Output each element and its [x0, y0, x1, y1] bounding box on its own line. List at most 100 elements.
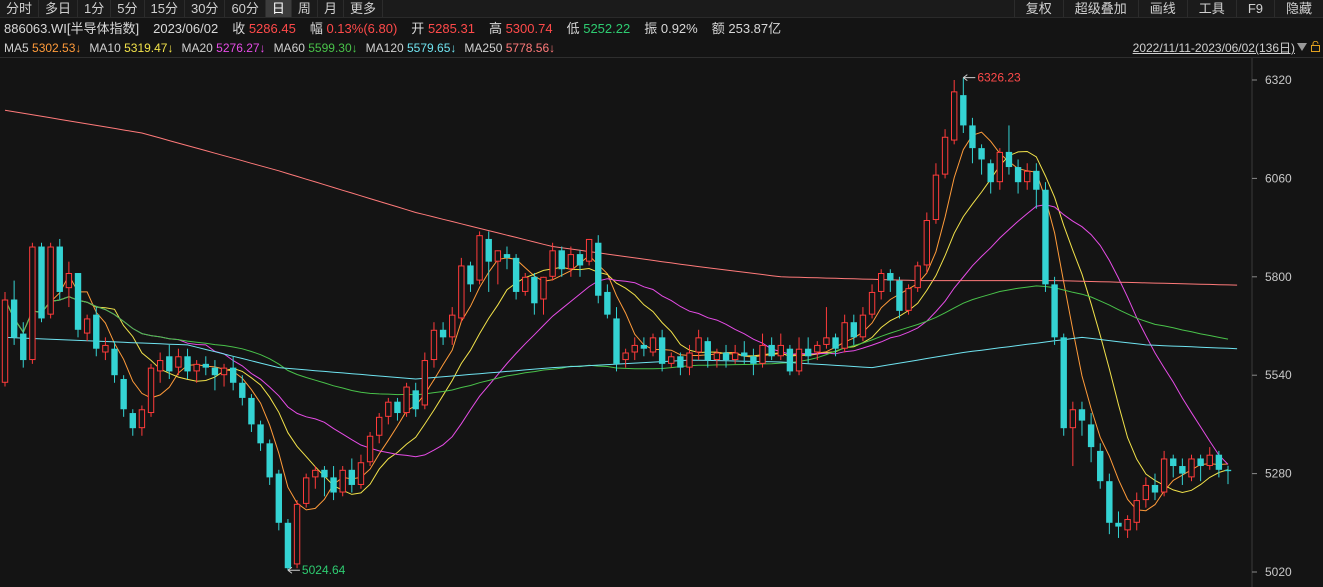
ma120-line [4, 336, 1238, 380]
period-tab[interactable]: 60分 [225, 0, 266, 17]
ma-legend-value: 5579.65↓ [407, 41, 457, 55]
candle-body [576, 254, 584, 266]
candle-body [284, 522, 292, 569]
candle-body [83, 318, 91, 334]
candle-body [175, 356, 182, 368]
candle-body [266, 443, 273, 478]
ma-legend-item: MA5 5302.53↓ [4, 41, 81, 55]
candle-body [102, 344, 109, 353]
lock-icon[interactable] [1311, 41, 1320, 52]
candle-body [996, 151, 1004, 183]
candle-body [275, 473, 283, 523]
candle-body [476, 235, 483, 281]
amount-value: 253.87亿 [728, 21, 782, 36]
candle-body [449, 314, 456, 338]
candle-body [403, 386, 410, 414]
quote-bar: 886063.WI[半导体指数] 2023/06/02 收 5286.45 幅 … [4, 20, 781, 38]
period-tab[interactable]: 月 [318, 0, 344, 17]
candle-body [640, 344, 648, 349]
y-tick-label: 5540 [1265, 368, 1292, 382]
candlestick-chart[interactable]: 5020 5280 5540 5800 6060 6320 6326.23 5024.64 [0, 58, 1323, 587]
candle-body [540, 276, 547, 300]
candle-body [229, 367, 237, 383]
candle-body [1197, 458, 1204, 467]
candle-body [65, 273, 73, 289]
candle-body [193, 363, 200, 372]
candle-body [512, 257, 520, 292]
period-tab[interactable]: 更多 [344, 0, 383, 17]
candle-body [1170, 458, 1177, 467]
candle-body [211, 367, 219, 376]
candle-body [312, 469, 319, 478]
candle-body [658, 337, 666, 364]
candle-body [668, 356, 675, 364]
period-tab[interactable]: 周 [292, 0, 318, 17]
period-tab[interactable]: 15分 [145, 0, 185, 17]
annotation-arrowhead [963, 74, 968, 82]
candle-body [166, 356, 173, 372]
period-tab[interactable]: 分时 [0, 0, 40, 17]
candle-body [814, 344, 821, 353]
candle-body [823, 337, 830, 345]
candle-body [686, 352, 693, 368]
candle-body [941, 136, 949, 175]
candle-body [905, 288, 912, 311]
low-value: 5252.22 [583, 21, 631, 36]
candle-body [923, 220, 931, 266]
period-toolbar: 分时 多日 1分 5分 15分 30分 60分日周月更多 [0, 0, 1323, 18]
candle-body [111, 348, 118, 376]
candle-body [220, 367, 228, 376]
tool-button[interactable]: 超级叠加 [1062, 0, 1138, 17]
candle-body [731, 352, 739, 361]
ma-legend-label: MA60 [273, 41, 309, 55]
candle-body [376, 416, 383, 436]
candle-body [485, 238, 492, 262]
candle-body [421, 360, 429, 406]
candle-body [549, 250, 556, 277]
candle-body [777, 344, 784, 357]
candle-body [832, 337, 839, 349]
candle-body [750, 356, 757, 364]
date-range-selector[interactable]: 2022/11/11-2023/06/02(136日) [1132, 41, 1295, 55]
y-tick-label: 5280 [1265, 467, 1292, 481]
tool-button[interactable]: 工具 [1186, 0, 1236, 17]
candle-body [1206, 454, 1213, 467]
period-tab[interactable]: 5分 [111, 0, 145, 17]
candle-body [604, 291, 611, 315]
candle-body [357, 462, 365, 485]
tool-button[interactable]: 画线 [1137, 0, 1187, 17]
ma-legend-label: MA20 [181, 41, 217, 55]
open-label: 开 [411, 21, 425, 36]
period-tab[interactable]: 30分 [185, 0, 226, 17]
period-tab[interactable]: 日 [265, 0, 292, 17]
dropdown-triangle-icon[interactable] [1297, 43, 1307, 51]
candle-body [138, 409, 146, 429]
header-separator [0, 57, 1323, 58]
candle-body [522, 276, 529, 292]
candle-body [302, 477, 310, 504]
candle-body [439, 329, 447, 338]
candle-body [695, 337, 702, 353]
candle-body [56, 246, 63, 292]
period-tab[interactable]: 多日 [39, 0, 79, 17]
ma-legend-item: MA10 5319.47↓ [89, 41, 173, 55]
right-toolbar: 复权 超级叠加 画线 工具 F9 隐藏 [1013, 0, 1323, 17]
y-tick-label: 5020 [1265, 565, 1292, 579]
period-tab[interactable]: 1分 [78, 0, 112, 17]
candle-body [1188, 458, 1195, 478]
tool-button[interactable]: 复权 [1013, 0, 1063, 17]
candle-body [1215, 454, 1223, 470]
candle-body [741, 352, 748, 357]
tool-button[interactable]: 隐藏 [1273, 0, 1323, 17]
candle-body [768, 344, 775, 357]
ma10-line [4, 150, 1229, 495]
candle-body [677, 356, 684, 368]
candle-body [914, 265, 921, 289]
candle-body [722, 352, 730, 361]
candle-body [129, 413, 136, 429]
candle-body [1078, 409, 1086, 421]
candle-body [932, 174, 940, 221]
candle-body [321, 469, 328, 478]
tool-button[interactable]: F9 [1235, 0, 1274, 17]
candle-body [795, 348, 803, 372]
